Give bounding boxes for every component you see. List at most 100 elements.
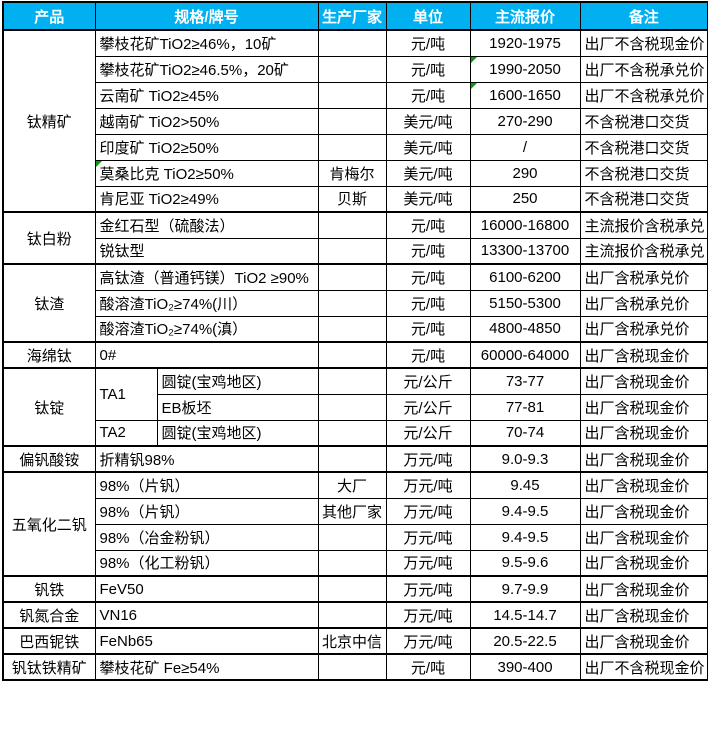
price-cell: 6100-6200	[469, 263, 581, 291]
product-cell: 偏钒酸铵	[2, 445, 96, 473]
table-row: 钒钛铁精矿 攀枝花矿 Fe≥54% 元/吨 390-400 出厂不含税现金价	[2, 653, 708, 681]
price-value: 1990-2050	[489, 60, 561, 78]
price-cell: 9.4-9.5	[469, 497, 581, 525]
col-header-note: 备注	[579, 1, 708, 31]
unit-cell: 元/公斤	[385, 419, 471, 447]
spec-cell: 圆锭(宝鸡地区)	[156, 419, 319, 447]
spec-cell: 锐钛型	[94, 237, 319, 265]
price-cell: 73-77	[469, 367, 581, 395]
maker-cell	[317, 211, 387, 239]
maker-cell	[317, 55, 387, 83]
unit-cell: 万元/吨	[385, 601, 471, 629]
spec-cell: 金红石型（硫酸法）	[94, 211, 319, 239]
product-cell: 钒氮合金	[2, 601, 96, 629]
maker-cell	[317, 575, 387, 603]
spec-cell: 越南矿 TiO2>50%	[94, 107, 319, 135]
table-row: 攀枝花矿TiO2≥46.5%，20矿 元/吨 1990-2050 出厂不含税承兑…	[3, 55, 708, 83]
spec-cell: FeV50	[94, 575, 319, 603]
product-cell: 钛精矿	[2, 29, 96, 213]
maker-cell	[317, 523, 387, 551]
price-cell: 270-290	[469, 107, 581, 135]
table-row: 越南矿 TiO2>50% 美元/吨 270-290 不含税港口交货	[3, 107, 708, 135]
col-header-maker: 生产厂家	[317, 1, 387, 31]
spec-cell: 印度矿 TiO2≥50%	[94, 133, 319, 161]
maker-cell	[317, 81, 387, 109]
price-cell: 1990-2050	[469, 55, 581, 83]
maker-cell	[317, 263, 387, 291]
product-cell: 巴西铌铁	[2, 627, 96, 655]
note-cell: 出厂含税现金价	[579, 523, 708, 551]
unit-cell: 万元/吨	[385, 445, 471, 473]
price-cell: 20.5-22.5	[469, 627, 581, 655]
unit-cell: 美元/吨	[385, 133, 471, 161]
spec-cell: 0#	[94, 341, 319, 369]
maker-cell: 贝斯	[317, 185, 387, 213]
price-cell: 77-81	[469, 393, 581, 421]
table-row: 钒氮合金 VN16 万元/吨 14.5-14.7 出厂含税现金价	[2, 601, 708, 629]
price-cell: 16000-16800	[469, 211, 581, 239]
table-row: 酸溶渣TiO₂≥74%(滇） 元/吨 4800-4850 出厂含税承兑价	[3, 315, 708, 343]
table-row: 98%（片钒） 其他厂家 万元/吨 9.4-9.5 出厂含税现金价	[3, 497, 708, 525]
note-cell: 出厂含税现金价	[579, 549, 708, 577]
note-cell: 出厂含税现金价	[579, 471, 708, 499]
price-table: 产品 规格/牌号 生产厂家 单位 主流报价 备注 钛精矿 攀枝花矿TiO2≥46…	[2, 1, 708, 681]
note-cell: 主流报价含税承兑	[579, 237, 708, 265]
unit-cell: 元/公斤	[385, 367, 471, 395]
col-header-price: 主流报价	[469, 1, 581, 31]
spec-cell: 攀枝花矿TiO2≥46.5%，20矿	[94, 55, 319, 83]
product-cell: 钛锭	[2, 367, 96, 447]
spec-value: 莫桑比克 TiO2≥50%	[99, 165, 234, 183]
price-cell: 13300-13700	[469, 237, 581, 265]
price-cell: 290	[469, 159, 581, 187]
table-row: 云南矿 TiO2≥45% 元/吨 1600-1650 出厂不含税承兑价	[3, 81, 708, 109]
note-cell: 出厂含税现金价	[579, 497, 708, 525]
note-cell: 出厂含税现金价	[579, 341, 708, 369]
unit-cell: 万元/吨	[385, 549, 471, 577]
note-cell: 出厂含税现金价	[579, 445, 708, 473]
table-row: 钛渣 高钛渣（普通钙镁）TiO2 ≥90% 元/吨 6100-6200 出厂含税…	[2, 263, 708, 343]
spec-cell: 攀枝花矿TiO2≥46%，10矿	[94, 29, 319, 57]
unit-cell: 元/吨	[385, 289, 471, 317]
note-cell: 出厂含税现金价	[579, 393, 708, 421]
note-cell: 出厂含税承兑价	[579, 289, 708, 317]
table-row: 莫桑比克 TiO2≥50% 肯梅尔 美元/吨 290 不含税港口交货	[3, 159, 708, 187]
maker-cell: 肯梅尔	[317, 159, 387, 187]
table-row: TA2 圆锭(宝鸡地区) 元/公斤 70-74 出厂含税现金价	[3, 419, 708, 447]
unit-cell: 元/吨	[385, 341, 471, 369]
maker-cell	[317, 445, 387, 473]
note-cell: 主流报价含税承兑	[579, 211, 708, 239]
spec-cell: 莫桑比克 TiO2≥50%	[94, 159, 319, 187]
unit-cell: 元/吨	[385, 237, 471, 265]
price-cell: 9.45	[469, 471, 581, 499]
col-header-spec: 规格/牌号	[94, 1, 319, 31]
note-cell: 出厂含税现金价	[579, 601, 708, 629]
spec-cell: 肯尼亚 TiO2≥49%	[94, 185, 319, 213]
unit-cell: 万元/吨	[385, 497, 471, 525]
note-cell: 不含税港口交货	[579, 107, 708, 135]
unit-cell: 元/吨	[385, 263, 471, 291]
grade-cell: TA2	[94, 419, 158, 447]
maker-cell	[317, 289, 387, 317]
price-value: 1600-1650	[489, 86, 561, 104]
maker-cell	[317, 393, 387, 421]
price-cell: 1920-1975	[469, 29, 581, 57]
note-cell: 出厂含税现金价	[579, 367, 708, 395]
table-row: 钒铁 FeV50 万元/吨 9.7-9.9 出厂含税现金价	[2, 575, 708, 603]
unit-cell: 万元/吨	[385, 471, 471, 499]
table-row: 酸溶渣TiO₂≥74%(川） 元/吨 5150-5300 出厂含税承兑价	[3, 289, 708, 317]
table-row: 巴西铌铁 FeNb65 北京中信 万元/吨 20.5-22.5 出厂含税现金价	[2, 627, 708, 655]
unit-cell: 元/吨	[385, 653, 471, 681]
maker-cell	[317, 549, 387, 577]
spec-cell: 云南矿 TiO2≥45%	[94, 81, 319, 109]
unit-cell: 美元/吨	[385, 185, 471, 213]
note-cell: 出厂含税承兑价	[579, 315, 708, 343]
maker-cell	[317, 601, 387, 629]
unit-cell: 元/吨	[385, 315, 471, 343]
price-cell: 9.7-9.9	[469, 575, 581, 603]
table-row: 印度矿 TiO2≥50% 美元/吨 / 不含税港口交货	[3, 133, 708, 161]
maker-cell: 北京中信	[317, 627, 387, 655]
price-cell: 390-400	[469, 653, 581, 681]
maker-cell	[317, 341, 387, 369]
table-row: 偏钒酸铵 折精钒98% 万元/吨 9.0-9.3 出厂含税现金价	[2, 445, 708, 473]
spec-cell: 攀枝花矿 Fe≥54%	[94, 653, 319, 681]
